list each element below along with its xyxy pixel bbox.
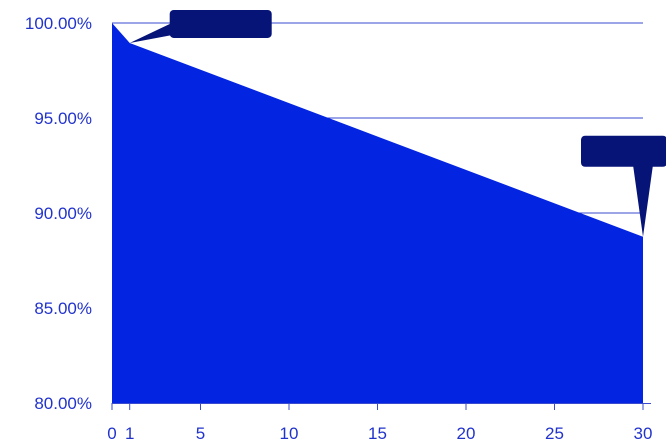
x-axis-ticks: 0 1 5 10 15 20 25 30 [107, 403, 652, 443]
callout-box [581, 135, 666, 167]
x-tick-label: 30 [634, 424, 653, 443]
y-axis-ticks: 80.00% 85.00% 90.00% 95.00% 100.00% [25, 14, 92, 413]
callout-pointer [129, 23, 178, 43]
y-tick-label: 95.00% [34, 109, 92, 128]
y-tick-label: 85.00% [34, 299, 92, 318]
area-fill [112, 23, 643, 403]
x-tick-label: 25 [545, 424, 564, 443]
x-tick-label: 5 [196, 424, 205, 443]
y-tick-label: 80.00% [34, 394, 92, 413]
callouts [129, 9, 666, 237]
y-tick-label: 100.00% [25, 14, 92, 33]
callout-box [169, 9, 272, 38]
area-series [112, 23, 643, 403]
x-tick-label: 0 [107, 424, 116, 443]
callout-2 [581, 135, 666, 237]
y-tick-label: 90.00% [34, 204, 92, 223]
x-tick-label: 10 [280, 424, 299, 443]
callout-1 [129, 9, 272, 43]
x-tick-label: 20 [457, 424, 476, 443]
x-tick-label: 1 [125, 424, 134, 443]
x-tick-label: 15 [368, 424, 387, 443]
callout-pointer [633, 164, 653, 237]
